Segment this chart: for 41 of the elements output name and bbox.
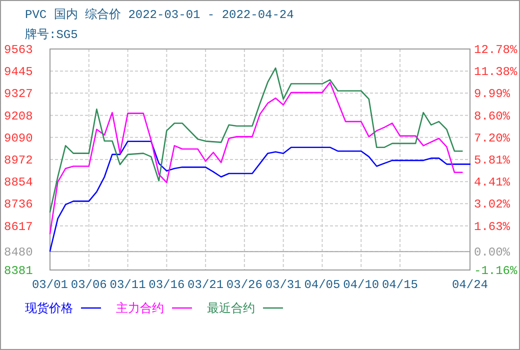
y-tick-label: 9327 <box>4 87 33 102</box>
y-tick-label: 8736 <box>4 198 33 212</box>
y-tick-label: 8854 <box>4 176 33 190</box>
line-series <box>49 67 463 213</box>
y-tick-label: 8617 <box>4 220 33 234</box>
chart-title: PVC 国内 综合价 2022-03-01 - 2022-04-24 <box>25 7 294 22</box>
legend-label: 最近合约 <box>207 302 255 316</box>
y2-tick-label: 0.00% <box>474 246 511 260</box>
y2-tick-label: 9.99% <box>474 87 511 102</box>
x-tick-label: 04/24 <box>452 278 488 292</box>
y2-tick-label: 12.78% <box>474 43 518 57</box>
y-tick-label: 8972 <box>4 154 33 168</box>
x-tick-label: 03/01 <box>32 278 68 292</box>
x-tick-label: 03/06 <box>70 278 107 292</box>
y2-tick-label: -1.16% <box>474 264 518 278</box>
y-tick-label: 9563 <box>4 43 33 57</box>
legend-label: 主力合约 <box>116 301 164 316</box>
legend-label: 现货价格 <box>25 302 73 316</box>
chart-subtitle: 牌号:SG5 <box>25 28 78 42</box>
line-series <box>49 140 471 252</box>
x-tick-label: 03/16 <box>148 278 185 292</box>
y2-tick-label: 4.41% <box>474 176 511 190</box>
y2-tick-label: 1.63% <box>474 220 511 234</box>
x-tick-label: 03/21 <box>188 278 224 292</box>
x-tick-label: 03/11 <box>110 278 146 292</box>
y2-tick-label: 8.60% <box>474 109 511 124</box>
y-tick-label: 8381 <box>4 264 33 278</box>
x-tick-label: 03/26 <box>226 278 262 292</box>
x-tick-label: 04/10 <box>343 278 380 292</box>
y2-tick-label: 5.81% <box>474 154 511 168</box>
y-tick-label: 9445 <box>4 65 33 80</box>
x-tick-label: 04/05 <box>304 278 340 292</box>
x-tick-label: 03/31 <box>265 278 302 292</box>
y-tick-label: 9090 <box>4 131 33 146</box>
y-tick-label: 9208 <box>4 109 33 124</box>
y2-tick-label: 7.20% <box>474 131 511 146</box>
x-tick-label: 04/15 <box>382 278 418 292</box>
y2-tick-label: 11.38% <box>474 65 518 80</box>
line-series <box>49 82 463 234</box>
y-tick-label: 8480 <box>4 245 33 260</box>
y2-tick-label: 3.02% <box>474 198 511 212</box>
